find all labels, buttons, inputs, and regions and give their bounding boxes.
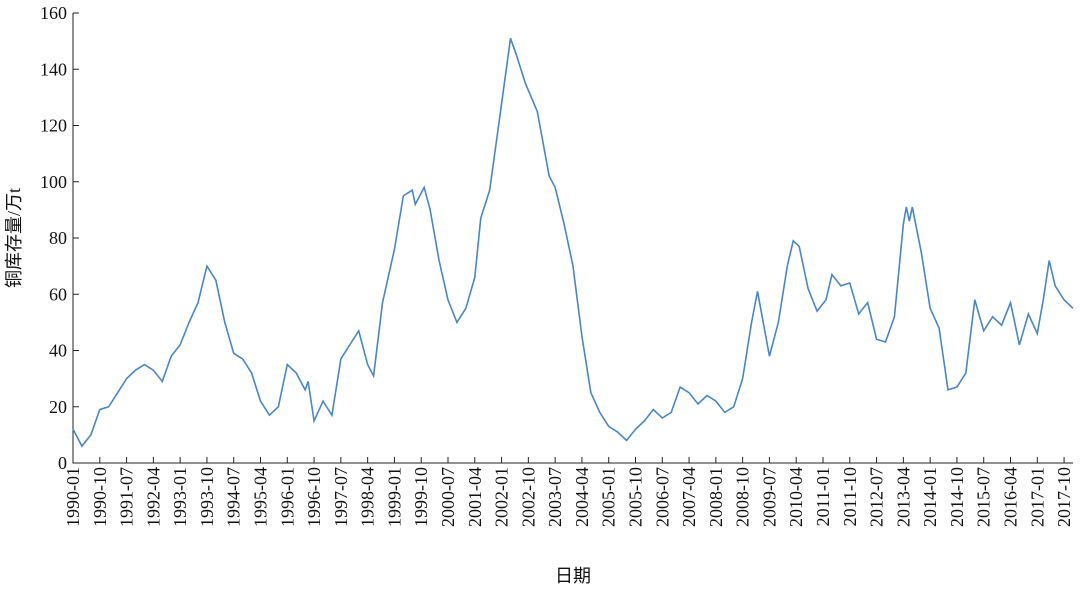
x-tick-label: 2002-10 — [518, 467, 538, 527]
x-tick-label: 2013-04 — [893, 467, 913, 527]
x-tick-label: 2014-10 — [947, 467, 967, 527]
x-tick-label: 1996-01 — [277, 467, 297, 527]
y-tick-label: 160 — [40, 3, 67, 23]
x-tick-label: 2008-10 — [733, 467, 753, 527]
y-tick-label: 0 — [58, 453, 67, 473]
x-tick-label: 2001-04 — [465, 467, 485, 527]
x-tick-label: 1999-10 — [411, 467, 431, 527]
x-tick-label: 2002-01 — [492, 467, 512, 527]
x-tick-label: 2009-07 — [759, 467, 779, 527]
x-tick-label: 2005-01 — [599, 467, 619, 527]
y-tick-label: 80 — [49, 228, 67, 248]
x-tick-label: 2006-07 — [652, 467, 672, 527]
x-axis-label: 日期 — [555, 566, 591, 586]
x-tick-label: 2017-01 — [1027, 467, 1047, 527]
x-tick-label: 1994-07 — [224, 467, 244, 527]
y-tick-label: 140 — [40, 59, 67, 79]
x-tick-label: 1993-10 — [197, 467, 217, 527]
x-tick-label: 2007-04 — [679, 467, 699, 527]
x-tick-label: 1990-01 — [63, 467, 83, 527]
x-tick-label: 2012-07 — [867, 467, 887, 527]
y-axis-label: 铜库存量/万t — [4, 188, 24, 288]
x-tick-label: 2011-01 — [813, 467, 833, 526]
x-tick-label: 1991-07 — [117, 467, 137, 527]
x-tick-label: 1992-04 — [143, 467, 163, 527]
x-tick-label: 2000-07 — [438, 467, 458, 527]
x-tick-label: 1998-04 — [358, 467, 378, 527]
y-tick-label: 20 — [49, 397, 67, 417]
x-tick-label: 2010-04 — [786, 467, 806, 527]
x-tick-label: 1996-10 — [304, 467, 324, 527]
y-tick-label: 60 — [49, 284, 67, 304]
x-tick-label: 1997-07 — [331, 467, 351, 527]
x-tick-label: 2017-10 — [1054, 467, 1074, 527]
x-tick-label: 1990-10 — [90, 467, 110, 527]
x-tick-label: 2004-04 — [572, 467, 592, 527]
x-tick-label: 2008-01 — [706, 467, 726, 527]
y-tick-label: 120 — [40, 116, 67, 136]
axis-frame — [72, 13, 1073, 464]
x-tick-label: 2003-07 — [545, 467, 565, 527]
x-tick-label: 2014-01 — [920, 467, 940, 527]
x-tick-label: 1995-04 — [251, 467, 271, 527]
data-line — [72, 38, 1074, 448]
y-tick-label: 40 — [49, 341, 67, 361]
x-tick-label: 2005-10 — [626, 467, 646, 527]
x-tick-label: 1993-01 — [170, 467, 190, 527]
x-tick-label: 2011-10 — [840, 467, 860, 526]
y-tick-label: 100 — [40, 172, 67, 192]
x-tick-label: 2015-07 — [974, 467, 994, 527]
x-tick-label: 2016-04 — [1001, 467, 1021, 527]
x-tick-label: 1999-01 — [384, 467, 404, 527]
